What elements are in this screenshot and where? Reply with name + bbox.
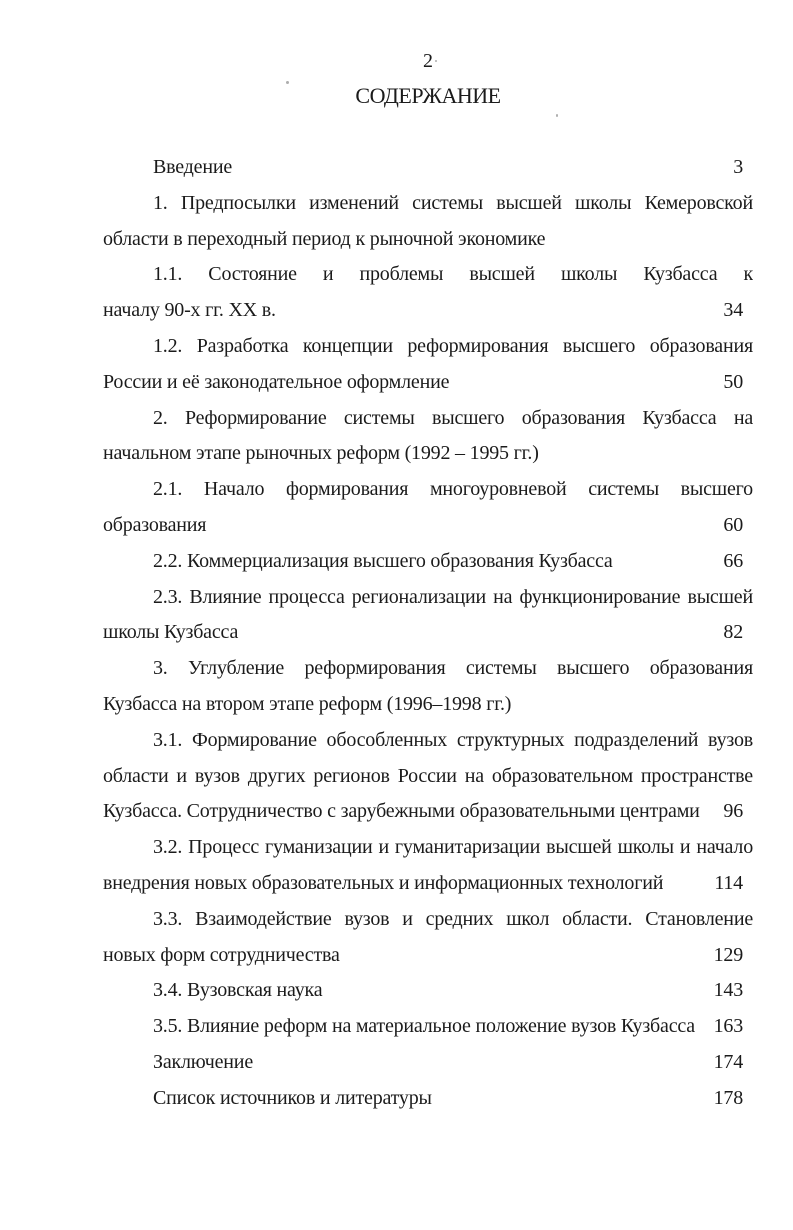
toc-line-text: 3. Углубление реформирования системы выс… [153,657,753,680]
toc-line: 2.2. Коммерциализация высшего образовани… [103,544,753,580]
toc-line-text: 3.4. Вузовская наука [153,979,323,1002]
toc-line-text: новых форм сотрудничества [103,943,340,966]
toc-line: 3.3. Взаимодействие вузов и средних школ… [103,902,753,938]
toc-line-text: России и её законодательное оформление [103,370,450,393]
toc-line-text: 3.5. Влияние реформ на материальное поло… [153,1015,695,1038]
toc-line-text: области и вузов других регионов России н… [103,764,753,787]
toc-line-text: 3.2. Процесс гуманизации и гуманитаризац… [153,836,753,859]
toc-line-text: 1.1. Состояние и проблемы высшей школы К… [153,263,753,286]
toc-line: 3.2. Процесс гуманизации и гуманитаризац… [103,830,753,866]
toc-line-text: 3.3. Взаимодействие вузов и средних школ… [153,907,753,930]
toc-line: Кузбасса на втором этапе реформ (1996–19… [103,687,753,723]
toc-line-text: 2.2. Коммерциализация высшего образовани… [153,549,613,572]
toc-page-number: 163 [713,1015,744,1038]
toc-line: образования 60 [103,508,753,544]
toc-page-number: 178 [713,1086,744,1109]
toc-page-number: 34 [723,299,743,322]
toc-line-text: школы Кузбасса [103,621,239,644]
toc-line: 1.1. Состояние и проблемы высшей школы К… [103,257,753,293]
toc-line-text: начальном этапе рыночных реформ (1992 – … [103,442,539,465]
toc-line: 2.1. Начало формирования многоуровневой … [103,472,753,508]
toc-line-text: Кузбасса. Сотрудничество с зарубежными о… [103,800,700,823]
toc-line: Кузбасса. Сотрудничество с зарубежными о… [103,794,753,830]
toc-line: области в переходный период к рыночной э… [103,222,753,258]
toc-line: 1.2. Разработка концепции реформирования… [103,329,753,365]
toc-line-text: 2.3. Влияние процесса регионализации на … [153,585,753,608]
toc-page-number: 114 [714,871,743,894]
toc-line: Заключение 174 [103,1045,753,1081]
document-title: СОДЕРЖАНИЕ [355,83,501,108]
toc-line: новых форм сотрудничества 129 [103,938,753,974]
toc-line-text: 2.1. Начало формирования многоуровневой … [153,478,753,501]
toc-line-text: 1.2. Разработка концепции реформирования… [153,334,753,357]
table-of-contents: Введение 3 1. Предпосылки изменений систем… [103,150,753,1117]
toc-line-text: 2. Реформирование системы высшего образо… [153,406,753,429]
toc-line: 2. Реформирование системы высшего образо… [103,401,753,437]
toc-page-number: 66 [723,549,743,572]
toc-line: 3.4. Вузовская наука 143 [103,973,753,1009]
toc-line: области и вузов других регионов России н… [103,759,753,795]
toc-line-text: Введение [153,156,233,178]
toc-page-number: 143 [713,979,744,1002]
page-number: 2 [423,50,433,72]
toc-line-text: внедрения новых образовательных и информ… [103,871,664,894]
toc-line-text: области в переходный период к рыночной э… [103,227,546,250]
toc-page-number: 129 [713,943,744,966]
toc-line: 3.1. Формирование обособленных структурн… [103,723,753,759]
toc-line: 3. Углубление реформирования системы выс… [103,651,753,687]
toc-line: 3.5. Влияние реформ на материальное поло… [103,1009,753,1045]
toc-line-text: 3.1. Формирование обособленных структурн… [153,728,753,751]
toc-line: России и её законодательное оформление 50 [103,365,753,401]
toc-page-number: 3 [733,156,743,178]
toc-line-text: Кузбасса на втором этапе реформ (1996–19… [103,692,512,715]
toc-page-number: 96 [723,800,743,823]
toc-line: Список источников и литературы 178 [103,1081,753,1117]
toc-page-number: 50 [723,370,743,393]
scan-artifact-dot [286,81,289,84]
toc-line-text: Заключение [153,1050,253,1073]
toc-line-text: началу 90-х гг. XX в. [103,299,276,322]
toc-line: Введение 3 [103,150,753,186]
toc-line-text: Список источников и литературы [153,1086,432,1109]
toc-page-number: 60 [723,513,743,536]
toc-line: началу 90-х гг. XX в. 34 [103,293,753,329]
toc-line: начальном этапе рыночных реформ (1992 – … [103,436,753,472]
toc-line-text: 1. Предпосылки изменений системы высшей … [153,191,753,214]
toc-line: 1. Предпосылки изменений системы высшей … [103,186,753,222]
scan-artifact-dot [435,60,437,62]
toc-line: 2.3. Влияние процесса регионализации на … [103,580,753,616]
toc-line-text: образования [103,513,207,536]
toc-line: внедрения новых образовательных и информ… [103,866,753,902]
toc-page-number: 174 [713,1050,744,1073]
toc-page-number: 82 [723,621,743,644]
scan-artifact-dot [556,114,558,117]
toc-line: школы Кузбасса 82 [103,615,753,651]
